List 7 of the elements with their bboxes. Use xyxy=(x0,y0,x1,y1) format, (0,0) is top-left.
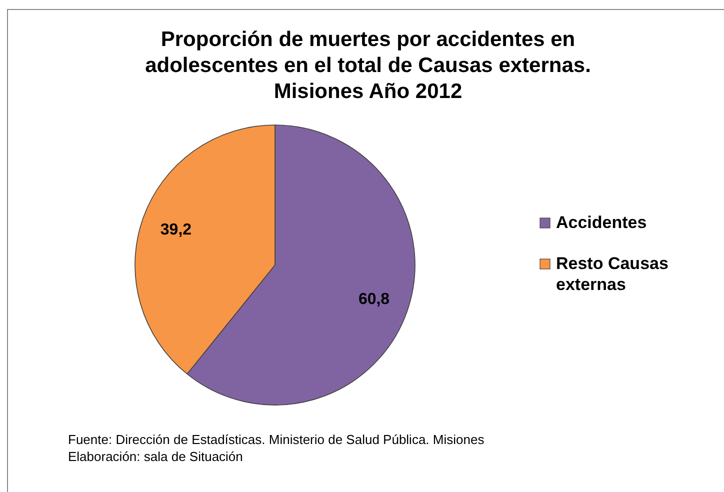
data-label: 39,2 xyxy=(160,221,192,238)
legend-label: Accidentes xyxy=(556,213,647,232)
text: Elaboración: sala de Situación xyxy=(68,449,243,464)
chart-title: Proporción de muertes por accidentes en adolescentes en el total de Causas externas. Misiones Año 2012 xyxy=(145,28,591,103)
data-label: 60,8 xyxy=(358,291,390,308)
source-note: Fuente: Dirección de Estadísticas. Ministerio de Salud Pública. Misiones xyxy=(68,432,485,447)
legend-label: Resto Causas externas xyxy=(556,254,668,294)
